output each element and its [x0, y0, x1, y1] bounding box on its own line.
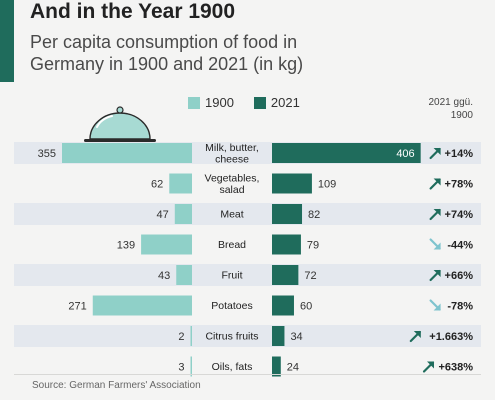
chart-subtitle: Per capita consumption of food in German… — [30, 32, 304, 74]
chart-title: And in the Year 1900 — [30, 0, 236, 23]
change-label-5: -78% — [447, 301, 473, 313]
divider — [14, 374, 481, 375]
value-2021-3: 79 — [307, 240, 319, 252]
change-label-6: +1.663% — [429, 331, 473, 343]
bar-2021-5 — [272, 295, 294, 316]
value-2021-0: 406 — [396, 148, 414, 160]
category-label-3: Bread — [218, 239, 246, 251]
bar-1900-2 — [174, 204, 192, 224]
bar-2021-1 — [272, 173, 312, 194]
bar-2021-2 — [272, 204, 303, 224]
row-band — [14, 203, 481, 225]
legend-swatch-1900 — [188, 96, 200, 109]
value-2021-5: 60 — [300, 301, 312, 313]
bar-2021-0 — [272, 143, 421, 163]
bar-1900-3 — [141, 234, 192, 255]
value-1900-6: 2 — [178, 331, 184, 343]
accent-bar — [0, 0, 14, 82]
bar-1900-4 — [176, 265, 192, 285]
category-label-0: Milk, butter, cheese — [205, 142, 259, 166]
value-2021-1: 109 — [318, 179, 336, 191]
value-2021-4: 72 — [304, 270, 316, 282]
bar-1900-6 — [190, 326, 192, 346]
arrow-up-right-icon — [429, 269, 441, 282]
category-label-2: Meat — [220, 209, 243, 221]
row-band — [14, 264, 481, 286]
value-2021-7: 24 — [287, 362, 299, 374]
bar-1900-7 — [190, 356, 192, 377]
value-2021-6: 34 — [290, 331, 302, 343]
arrow-up-right-icon — [429, 178, 441, 190]
change-label-2: +74% — [445, 209, 474, 221]
change-label-4: +66% — [445, 270, 474, 282]
bar-2021-4 — [272, 265, 299, 285]
value-2021-2: 82 — [308, 209, 320, 221]
change-label-0: +14% — [445, 148, 474, 160]
value-1900-3: 139 — [117, 240, 135, 252]
bar-1900-5 — [92, 295, 192, 316]
arrow-up-right-icon — [422, 361, 435, 373]
legend: 1900 2021 — [188, 95, 320, 110]
value-1900-4: 43 — [158, 270, 170, 282]
bar-1900-1 — [169, 173, 192, 194]
legend-label-2021: 2021 — [270, 95, 300, 110]
legend-item-2021: 2021 — [253, 95, 300, 110]
source-note: Source: German Farmers' Association — [32, 380, 201, 391]
category-label-6: Citrus fruits — [205, 331, 258, 343]
category-label-5: Potatoes — [211, 300, 252, 312]
value-1900-2: 47 — [157, 209, 169, 221]
arrow-up-right-icon — [429, 208, 441, 221]
arrow-down-right-icon — [429, 238, 441, 250]
row-band — [14, 325, 481, 347]
bar-2021-3 — [272, 234, 301, 255]
category-label-7: Oils, fats — [212, 361, 253, 373]
arrow-up-right-icon — [429, 147, 441, 160]
value-1900-5: 271 — [68, 301, 86, 313]
category-label-4: Fruit — [222, 270, 243, 282]
value-1900-1: 62 — [151, 179, 163, 191]
change-label-3: -44% — [447, 240, 473, 252]
change-label-7: +638% — [438, 362, 473, 374]
change-label-1: +78% — [445, 179, 474, 191]
compare-header: 2021 ggü. 1900 — [428, 97, 474, 121]
bar-2021-6 — [272, 326, 285, 346]
bar-2021-7 — [272, 356, 281, 377]
legend-label-1900: 1900 — [205, 95, 234, 110]
bar-1900-0 — [62, 143, 192, 163]
legend-swatch-2021 — [253, 96, 266, 109]
food-cloche-icon — [84, 106, 156, 142]
category-label-1: Vegetables, salad — [205, 173, 260, 197]
legend-item-1900: 1900 — [188, 95, 234, 110]
arrow-up-right-icon — [409, 330, 421, 343]
arrow-down-right-icon — [429, 299, 441, 311]
value-1900-0: 355 — [38, 148, 56, 160]
value-1900-7: 3 — [178, 362, 184, 374]
